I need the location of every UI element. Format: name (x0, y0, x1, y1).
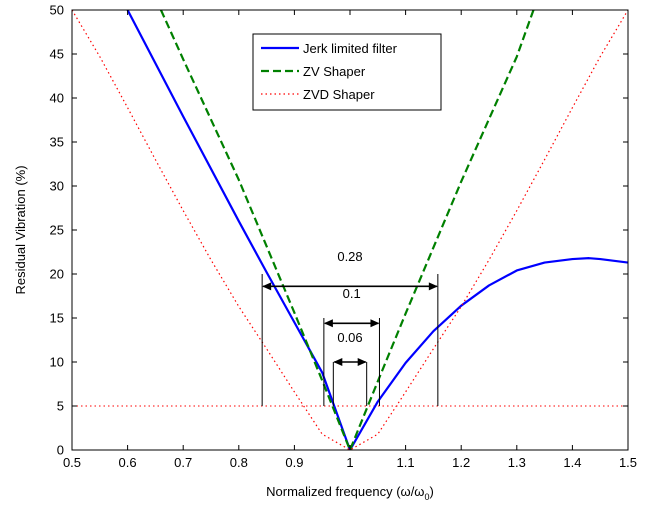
legend-label: ZVD Shaper (303, 87, 375, 102)
legend-label: ZV Shaper (303, 64, 366, 79)
x-tick-label: 0.6 (119, 455, 137, 470)
x-tick-label: 1.1 (397, 455, 415, 470)
x-axis-label-subscript: 0 (424, 492, 429, 502)
annotation-arrowhead-right (428, 282, 438, 291)
x-axis-label-close: ) (429, 484, 433, 499)
bandwidth-annotation: 0.06 (332, 330, 368, 406)
x-tick-label: 1.4 (563, 455, 581, 470)
y-axis-label: Residual Vibration (%) (13, 165, 28, 294)
x-tick-label: 1 (346, 455, 353, 470)
x-tick-label: 0.7 (174, 455, 192, 470)
annotation-label: 0.1 (343, 286, 361, 301)
x-tick-label: 1.2 (452, 455, 470, 470)
x-tick-label: 1.5 (619, 455, 637, 470)
legend-box (252, 33, 442, 111)
y-tick-label: 5 (57, 399, 64, 414)
annotation-arrowhead-left (323, 319, 333, 328)
y-tick-label: 15 (50, 311, 64, 326)
y-tick-label: 40 (50, 91, 64, 106)
series-line-1 (126, 10, 628, 450)
y-tick-label: 30 (50, 179, 64, 194)
x-axis-label-main: Normalized frequency (ω/ω (266, 484, 424, 499)
annotation-arrowhead-left (333, 358, 343, 366)
annotation-arrowhead-right (370, 319, 380, 328)
y-tick-label: 50 (50, 3, 64, 18)
x-tick-label: 0.9 (285, 455, 303, 470)
y-tick-label: 20 (50, 267, 64, 282)
annotation-label: 0.06 (337, 330, 362, 345)
legend-item: ZVD Shaper (261, 87, 375, 102)
annotation-arrowhead-left (262, 282, 272, 291)
x-axis-label: Normalized frequency (ω/ω0) (266, 484, 434, 502)
bandwidth-annotation: 0.1 (323, 286, 380, 406)
annotation-label: 0.28 (337, 249, 362, 264)
x-tick-label: 0.8 (230, 455, 248, 470)
y-tick-label: 0 (57, 443, 64, 458)
legend-item: Jerk limited filter (261, 41, 398, 56)
legend-item: ZV Shaper (261, 64, 366, 79)
legend-label: Jerk limited filter (303, 41, 398, 56)
y-tick-label: 35 (50, 135, 64, 150)
y-tick-label: 45 (50, 47, 64, 62)
annotation-arrowhead-right (357, 358, 367, 366)
y-tick-label: 10 (50, 355, 64, 370)
x-tick-label: 1.3 (508, 455, 526, 470)
x-tick-label: 0.5 (63, 455, 81, 470)
y-tick-label: 25 (50, 223, 64, 238)
bandwidth-annotation: 0.28 (261, 249, 439, 406)
